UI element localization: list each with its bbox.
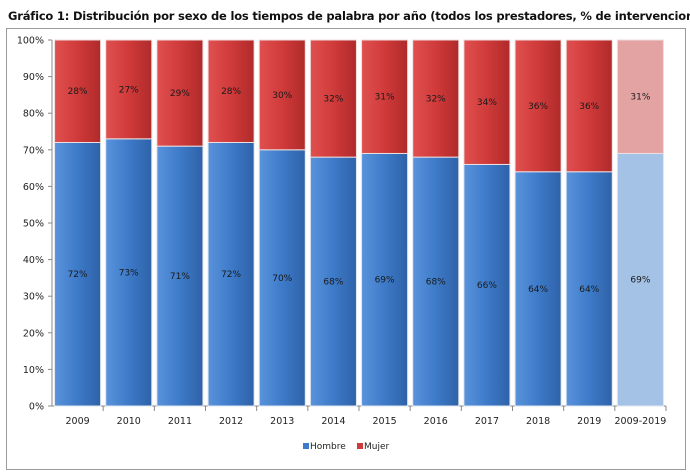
data-label-mujer: 30% <box>272 91 292 101</box>
legend-label-hombre: Hombre <box>310 442 346 452</box>
y-tick-label: 0% <box>29 402 44 413</box>
data-label-hombre: 66% <box>477 281 497 291</box>
y-tick-label: 30% <box>23 292 44 303</box>
x-tick-label: 2009 <box>65 416 89 427</box>
bar-hombre <box>207 141 255 407</box>
data-label-mujer: 32% <box>426 95 446 105</box>
chart-title: Gráfico 1: Distribución por sexo de los … <box>8 9 690 23</box>
y-tick-label: 80% <box>23 109 44 120</box>
y-tick-label: 20% <box>23 328 44 339</box>
data-label-mujer: 36% <box>528 102 548 112</box>
bar-hombre <box>565 171 613 407</box>
data-label-mujer: 36% <box>579 102 599 112</box>
bar-hombre <box>616 152 664 407</box>
x-tick-label: 2009-2019 <box>615 416 667 427</box>
data-label-hombre: 68% <box>323 278 343 288</box>
data-label-mujer: 32% <box>323 95 343 105</box>
x-tick-label: 2016 <box>424 416 448 427</box>
bar-mujer <box>616 39 664 154</box>
data-label-hombre: 64% <box>528 285 548 295</box>
bar-mujer <box>565 39 613 173</box>
legend-swatch-mujer <box>357 443 363 449</box>
data-label-mujer: 31% <box>375 93 395 103</box>
data-label-hombre: 73% <box>119 268 139 278</box>
data-label-hombre: 72% <box>221 270 241 280</box>
bar-mujer <box>54 39 102 143</box>
y-tick-label: 60% <box>23 182 44 193</box>
x-tick-label: 2013 <box>270 416 294 427</box>
data-label-mujer: 28% <box>68 87 88 97</box>
data-label-hombre: 70% <box>272 274 292 284</box>
x-tick-label: 2010 <box>117 416 141 427</box>
bar-mujer <box>258 39 306 151</box>
bar-mujer <box>412 39 460 158</box>
bar-hombre <box>412 156 460 407</box>
bar-mujer <box>463 39 511 165</box>
bar-mujer <box>156 39 204 147</box>
bar-hombre <box>514 171 562 407</box>
x-tick-label: 2012 <box>219 416 243 427</box>
data-label-mujer: 31% <box>630 93 650 103</box>
data-label-hombre: 72% <box>68 270 88 280</box>
data-label-mujer: 27% <box>119 85 139 95</box>
data-label-mujer: 28% <box>221 87 241 97</box>
data-label-hombre: 64% <box>579 285 599 295</box>
bar-hombre <box>361 152 409 407</box>
y-tick-label: 70% <box>23 145 44 156</box>
bar-mujer <box>361 39 409 154</box>
x-tick-label: 2017 <box>475 416 499 427</box>
bar-mujer <box>309 39 357 158</box>
legend-swatch-hombre <box>303 443 309 449</box>
data-label-hombre: 69% <box>630 276 650 286</box>
x-tick-label: 2015 <box>372 416 396 427</box>
y-tick-label: 90% <box>23 72 44 83</box>
y-tick-label: 50% <box>23 219 44 230</box>
y-tick-label: 40% <box>23 255 44 266</box>
x-tick-label: 2011 <box>168 416 192 427</box>
x-tick-label: 2014 <box>321 416 345 427</box>
data-label-hombre: 71% <box>170 272 190 282</box>
bar-hombre <box>54 141 102 407</box>
bar-hombre <box>156 145 204 407</box>
chart-frame <box>6 28 686 470</box>
data-label-hombre: 68% <box>426 278 446 288</box>
data-label-hombre: 69% <box>375 276 395 286</box>
y-tick-label: 10% <box>23 365 44 376</box>
bar-mujer <box>207 39 255 143</box>
x-tick-label: 2018 <box>526 416 550 427</box>
x-tick-label: 2019 <box>577 416 601 427</box>
y-tick-label: 100% <box>17 36 44 47</box>
bar-hombre <box>463 163 511 407</box>
data-label-mujer: 34% <box>477 98 497 108</box>
bar-hombre <box>258 149 306 407</box>
legend-label-mujer: Mujer <box>364 442 390 452</box>
bar-mujer <box>514 39 562 173</box>
bar-mujer <box>105 39 153 140</box>
bar-hombre <box>309 156 357 407</box>
data-label-mujer: 29% <box>170 89 190 99</box>
